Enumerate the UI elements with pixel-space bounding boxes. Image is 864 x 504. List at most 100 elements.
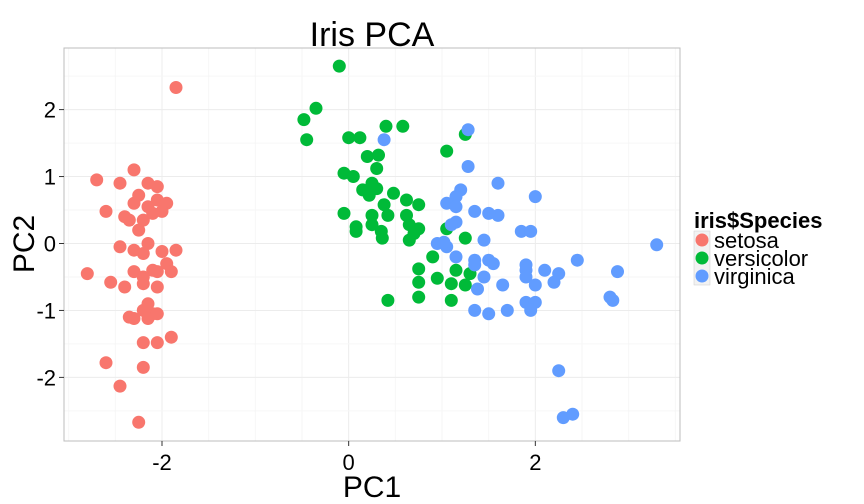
data-point-versicolor xyxy=(400,193,413,207)
data-point-versicolor xyxy=(379,119,393,133)
data-point-virginica xyxy=(449,200,463,214)
data-point-versicolor xyxy=(375,231,389,245)
legend-title: iris$Species xyxy=(694,208,822,233)
legend-label-versicolor: versicolor xyxy=(714,246,808,271)
data-point-setosa xyxy=(132,223,146,237)
data-point-setosa xyxy=(150,280,164,294)
data-point-versicolor xyxy=(337,206,351,220)
data-point-setosa xyxy=(113,240,127,254)
data-point-virginica xyxy=(606,293,620,307)
legend-key-virginica xyxy=(695,269,709,283)
data-point-versicolor xyxy=(444,293,458,307)
y-tick-label: 0 xyxy=(44,231,56,256)
data-point-versicolor xyxy=(458,278,472,292)
data-point-versicolor xyxy=(300,133,314,147)
data-point-setosa xyxy=(136,247,150,260)
data-point-virginica xyxy=(471,282,484,296)
data-point-versicolor xyxy=(365,218,379,232)
data-point-virginica xyxy=(496,278,510,292)
axes: -2 0 2 -2 -1 0 1 2 xyxy=(36,47,681,475)
data-point-virginica xyxy=(449,190,463,204)
data-point-setosa xyxy=(150,336,164,350)
data-point-setosa xyxy=(99,204,113,218)
data-point-versicolor xyxy=(412,290,426,304)
data-point-versicolor xyxy=(377,198,391,212)
data-point-versicolor xyxy=(309,101,323,115)
data-point-versicolor xyxy=(458,231,472,245)
legend-key-setosa xyxy=(695,233,709,247)
data-point-virginica xyxy=(519,270,533,284)
data-point-setosa xyxy=(136,336,150,350)
data-point-setosa xyxy=(80,267,94,281)
data-point-versicolor xyxy=(412,262,426,276)
data-point-virginica xyxy=(650,238,664,252)
data-point-versicolor xyxy=(297,113,311,127)
data-point-versicolor xyxy=(449,263,463,277)
data-point-virginica xyxy=(500,303,514,317)
data-point-virginica xyxy=(437,235,451,249)
data-point-versicolor xyxy=(412,275,426,289)
data-point-virginica xyxy=(547,275,561,289)
data-point-versicolor xyxy=(365,208,379,222)
data-point-virginica xyxy=(477,233,491,247)
data-point-versicolor xyxy=(430,271,444,285)
data-point-versicolor xyxy=(440,144,454,158)
data-point-versicolor xyxy=(387,186,400,200)
x-tick-label: 2 xyxy=(529,450,541,475)
data-point-setosa xyxy=(136,213,150,227)
data-point-virginica xyxy=(468,204,482,218)
data-point-setosa xyxy=(164,265,178,279)
data-point-versicolor xyxy=(396,119,410,133)
data-point-versicolor xyxy=(349,224,363,238)
x-axis-title: PC1 xyxy=(343,471,401,504)
data-point-versicolor xyxy=(346,170,360,183)
legend-key-versicolor xyxy=(695,251,709,265)
y-tick-label: 1 xyxy=(44,165,56,190)
plot-background xyxy=(64,48,680,441)
data-point-virginica xyxy=(538,263,552,277)
data-point-virginica xyxy=(461,160,475,173)
y-axis-title: PC2 xyxy=(8,215,41,273)
data-point-virginica xyxy=(444,218,458,232)
data-point-versicolor xyxy=(444,277,458,291)
data-point-versicolor xyxy=(362,188,376,202)
data-point-versicolor xyxy=(332,59,346,73)
data-point-virginica xyxy=(566,407,580,421)
data-point-setosa xyxy=(132,415,146,429)
data-point-versicolor xyxy=(372,148,385,162)
data-point-virginica xyxy=(491,176,505,190)
data-point-setosa xyxy=(136,360,150,374)
data-point-setosa xyxy=(113,379,127,393)
data-point-setosa xyxy=(169,243,183,257)
data-point-setosa xyxy=(164,330,178,344)
data-point-virginica xyxy=(524,224,538,238)
data-point-virginica xyxy=(524,303,538,317)
data-point-virginica xyxy=(377,133,391,147)
data-point-setosa xyxy=(141,237,155,250)
data-point-setosa xyxy=(155,245,169,258)
data-point-versicolor xyxy=(412,198,426,212)
data-point-versicolor xyxy=(360,150,374,163)
data-point-virginica xyxy=(482,206,496,220)
data-point-setosa xyxy=(127,312,141,325)
data-point-setosa xyxy=(136,277,150,291)
data-point-setosa xyxy=(150,265,164,279)
data-point-virginica xyxy=(570,253,584,267)
data-points xyxy=(80,59,664,429)
legend-label-setosa: setosa xyxy=(714,228,780,253)
data-point-versicolor xyxy=(412,222,426,236)
x-tick-label: 0 xyxy=(343,450,355,475)
data-point-versicolor xyxy=(402,233,416,247)
data-point-setosa xyxy=(150,180,164,194)
plot-panel xyxy=(64,48,680,441)
data-point-setosa xyxy=(122,213,136,227)
data-point-versicolor xyxy=(381,293,395,307)
data-point-setosa xyxy=(127,196,141,210)
data-point-virginica xyxy=(611,265,624,279)
x-tick-label: -2 xyxy=(152,450,172,475)
data-point-virginica xyxy=(477,270,491,284)
data-point-setosa xyxy=(169,81,183,94)
y-tick-label: 2 xyxy=(44,98,56,123)
